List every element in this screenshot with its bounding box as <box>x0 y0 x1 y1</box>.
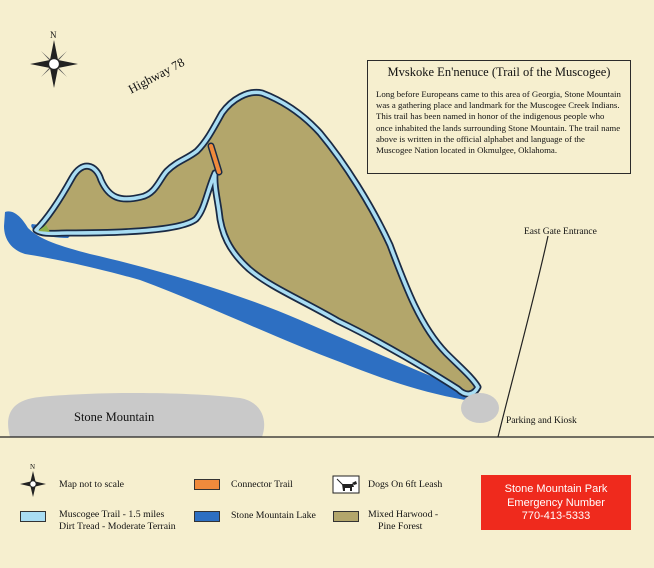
legend-not-to-scale: Map not to scale <box>59 479 125 490</box>
legend-trail-label: Muscogee Trail - 1.5 miles Dirt Tread - … <box>59 509 176 532</box>
trail-info-box: Mvskoke En'nenuce (Trail of the Muscogee… <box>367 60 631 174</box>
legend-lake-swatch <box>194 511 220 522</box>
legend-lake-label: Stone Mountain Lake <box>231 510 316 521</box>
stone-mountain-shape <box>8 393 265 437</box>
emergency-phone: 770-413-5333 <box>521 510 591 522</box>
compass-rose-icon <box>30 40 78 88</box>
muscogee-trail <box>32 88 482 398</box>
legend-forest-line2: Pine Forest <box>378 520 423 532</box>
emergency-line1: Stone Mountain Park <box>504 483 608 495</box>
parking-area <box>461 393 499 423</box>
parking-kiosk-label: Parking and Kiosk <box>506 416 577 426</box>
east-gate-road <box>497 235 549 438</box>
legend-connector-swatch <box>194 479 220 490</box>
forest-area <box>38 91 478 394</box>
legend-trail-line2: Dirt Tread - Moderate Terrain <box>59 520 176 532</box>
legend-forest-swatch <box>333 511 359 522</box>
compass-north-label: N <box>50 30 57 40</box>
legend-compass-north-label: N <box>30 463 36 471</box>
legend-compass-icon <box>20 471 46 497</box>
emergency-line2: Emergency Number <box>507 496 605 509</box>
dog-leash-icon <box>332 475 360 494</box>
trail-description: Long before Europeans came to this area … <box>376 89 621 156</box>
legend-trail-line1: Muscogee Trail - 1.5 miles <box>59 509 165 520</box>
legend-dogs-label: Dogs On 6ft Leash <box>368 479 443 490</box>
stone-mountain-label: Stone Mountain <box>74 410 155 424</box>
emergency-number-box: Stone Mountain Park Emergency Number 770… <box>481 475 631 530</box>
legend-connector-label: Connector Trail <box>231 479 293 490</box>
legend-trail-swatch <box>20 511 46 522</box>
east-gate-label: East Gate Entrance <box>524 227 597 237</box>
stone-mountain-lake <box>4 211 473 401</box>
trail-title: Mvskoke En'nenuce (Trail of the Muscogee… <box>387 65 611 79</box>
legend-forest-line1: Mixed Harwood - <box>368 509 439 520</box>
trailhead-marker <box>38 225 50 232</box>
legend-forest-label: Mixed Harwood - Pine Forest <box>368 509 438 532</box>
